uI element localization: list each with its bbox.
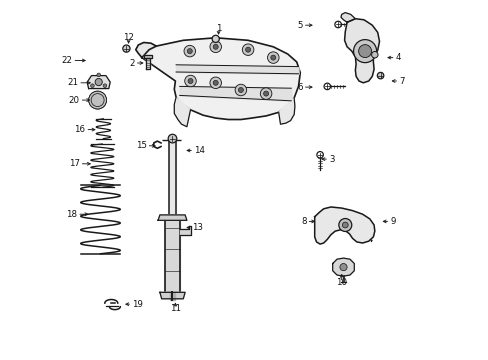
Circle shape [260,88,271,99]
Circle shape [263,91,268,96]
Circle shape [270,55,275,60]
Polygon shape [136,42,156,58]
Polygon shape [160,292,185,299]
Circle shape [97,73,101,77]
Polygon shape [278,98,294,124]
Text: 5: 5 [297,21,302,30]
Text: 3: 3 [328,154,334,163]
Polygon shape [344,19,379,83]
Circle shape [90,84,94,87]
Polygon shape [314,207,374,244]
Circle shape [183,45,195,57]
Text: 22: 22 [61,56,72,65]
Text: 18: 18 [66,210,77,219]
Text: 7: 7 [399,77,404,85]
Polygon shape [144,55,151,58]
Circle shape [91,94,104,107]
Circle shape [122,45,130,52]
Circle shape [358,45,371,58]
Text: 9: 9 [389,217,395,226]
Circle shape [212,35,219,42]
Polygon shape [340,13,355,22]
Circle shape [213,80,218,85]
Circle shape [103,84,106,87]
Polygon shape [158,215,186,220]
Text: 15: 15 [135,141,146,150]
Polygon shape [332,258,354,276]
Text: 4: 4 [395,53,400,62]
Polygon shape [174,97,190,127]
Text: 13: 13 [192,223,203,232]
Polygon shape [145,58,150,69]
Text: 21: 21 [67,78,78,87]
Text: 20: 20 [68,95,80,104]
Text: 17: 17 [68,159,80,168]
Circle shape [88,91,106,109]
Circle shape [209,77,221,89]
Polygon shape [170,292,174,300]
Circle shape [238,87,243,93]
Circle shape [95,78,102,86]
Circle shape [245,47,250,52]
Circle shape [168,134,177,143]
Text: 1: 1 [215,24,221,33]
Circle shape [267,52,279,63]
Circle shape [187,49,192,54]
Circle shape [184,75,196,87]
Circle shape [235,84,246,96]
Circle shape [342,222,347,228]
Circle shape [94,96,101,104]
Text: 16: 16 [74,125,85,134]
Text: 19: 19 [132,300,143,309]
Text: 8: 8 [300,217,306,226]
Circle shape [371,51,377,58]
Polygon shape [87,76,110,89]
Circle shape [242,44,253,55]
Circle shape [338,219,351,231]
Circle shape [377,72,383,79]
Circle shape [209,41,221,53]
Polygon shape [142,38,300,120]
Polygon shape [180,226,191,235]
Circle shape [353,40,376,63]
Text: 12: 12 [123,33,134,42]
Circle shape [339,264,346,271]
Text: 11: 11 [169,305,181,313]
Text: 2: 2 [129,58,134,68]
Text: 14: 14 [194,146,204,155]
Circle shape [187,78,193,84]
Circle shape [213,44,218,49]
Text: 6: 6 [297,83,302,91]
Text: 10: 10 [336,278,346,287]
